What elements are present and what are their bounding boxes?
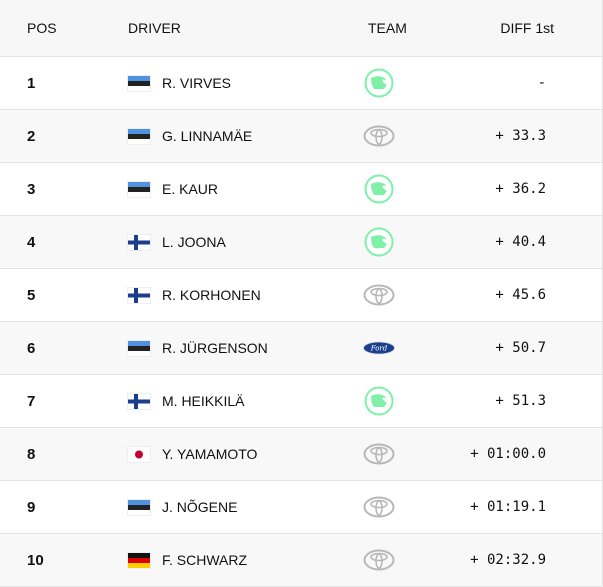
diff-time: + 02:32.9 xyxy=(470,552,546,568)
driver-name[interactable]: R. JÜRGENSON xyxy=(162,340,268,356)
driver-name[interactable]: L. JOONA xyxy=(162,234,226,250)
table-row[interactable]: 6 R. JÜRGENSON Ford + 50.7 xyxy=(0,322,602,375)
flag-fi-icon xyxy=(128,287,150,303)
table-row[interactable]: 8 Y. YAMAMOTO + 01:00.0 xyxy=(0,428,602,481)
flag-jp-icon xyxy=(128,446,150,462)
flag-ee-icon xyxy=(128,128,150,144)
table-row[interactable]: 2 G. LINNAMÄE + 33.3 xyxy=(0,110,602,163)
table-row[interactable]: 7 M. HEIKKILÄ + 51.3 xyxy=(0,375,602,428)
skoda-logo-icon xyxy=(363,68,395,98)
ford-logo-icon: Ford xyxy=(363,341,395,355)
skoda-logo-icon xyxy=(363,227,395,257)
table-row[interactable]: 3 E. KAUR + 36.2 xyxy=(0,163,602,216)
driver-cell: R. VIRVES xyxy=(128,75,231,91)
diff-time: + 01:00.0 xyxy=(470,446,546,462)
table-row[interactable]: 5 R. KORHONEN + 45.6 xyxy=(0,269,602,322)
driver-cell: J. NÕGENE xyxy=(128,499,237,515)
driver-name[interactable]: Y. YAMAMOTO xyxy=(162,446,258,462)
svg-text:Ford: Ford xyxy=(370,345,388,353)
table-row[interactable]: 1 R. VIRVES - xyxy=(0,57,602,110)
flag-ee-icon xyxy=(128,181,150,197)
diff-time: + 36.2 xyxy=(495,181,546,197)
skoda-logo-icon xyxy=(363,174,395,204)
diff-time: + 50.7 xyxy=(495,340,546,356)
position: 4 xyxy=(27,233,36,251)
driver-name[interactable]: R. KORHONEN xyxy=(162,287,261,303)
flag-de-icon xyxy=(128,552,150,568)
flag-fi-icon xyxy=(128,234,150,250)
driver-cell: E. KAUR xyxy=(128,181,218,197)
driver-name[interactable]: G. LINNAMÄE xyxy=(162,128,253,144)
skoda-logo-icon xyxy=(363,386,395,416)
header-diff[interactable]: DIFF 1st xyxy=(500,20,554,36)
driver-name[interactable]: R. VIRVES xyxy=(162,75,231,91)
position: 10 xyxy=(27,551,44,569)
table-row[interactable]: 10 F. SCHWARZ + 02:32.9 xyxy=(0,534,602,587)
position: 9 xyxy=(27,498,36,516)
table-row[interactable]: 9 J. NÕGENE + 01:19.1 xyxy=(0,481,602,534)
driver-cell: L. JOONA xyxy=(128,234,226,250)
toyota-logo-icon xyxy=(363,443,395,465)
header-team[interactable]: TEAM xyxy=(368,20,407,36)
diff-time: - xyxy=(537,75,546,91)
diff-time: + 45.6 xyxy=(495,287,546,303)
toyota-logo-icon xyxy=(363,549,395,571)
header-pos[interactable]: POS xyxy=(27,20,57,36)
toyota-logo-icon xyxy=(363,496,395,518)
flag-ee-icon xyxy=(128,499,150,515)
driver-cell: R. JÜRGENSON xyxy=(128,340,268,356)
driver-cell: G. LINNAMÄE xyxy=(128,128,252,144)
position: 6 xyxy=(27,339,36,357)
position: 1 xyxy=(27,74,36,92)
driver-name[interactable]: F. SCHWARZ xyxy=(162,552,248,568)
driver-cell: M. HEIKKILÄ xyxy=(128,393,244,409)
driver-cell: F. SCHWARZ xyxy=(128,552,247,568)
flag-fi-icon xyxy=(128,393,150,409)
position: 5 xyxy=(27,286,36,304)
driver-cell: Y. YAMAMOTO xyxy=(128,446,257,462)
diff-time: + 40.4 xyxy=(495,234,546,250)
flag-ee-icon xyxy=(128,75,150,91)
position: 8 xyxy=(27,445,36,463)
driver-name[interactable]: E. KAUR xyxy=(162,181,219,197)
position: 3 xyxy=(27,180,36,198)
toyota-logo-icon xyxy=(363,125,395,147)
diff-time: + 33.3 xyxy=(495,128,546,144)
toyota-logo-icon xyxy=(363,284,395,306)
table-header: POS DRIVER TEAM DIFF 1st xyxy=(0,0,602,57)
driver-name[interactable]: M. HEIKKILÄ xyxy=(162,393,245,409)
position: 2 xyxy=(27,127,36,145)
flag-ee-icon xyxy=(128,340,150,356)
position: 7 xyxy=(27,392,36,410)
header-driver[interactable]: DRIVER xyxy=(128,20,181,36)
diff-time: + 01:19.1 xyxy=(470,499,546,515)
driver-name[interactable]: J. NÕGENE xyxy=(162,499,238,515)
driver-cell: R. KORHONEN xyxy=(128,287,261,303)
diff-time: + 51.3 xyxy=(495,393,546,409)
table-row[interactable]: 4 L. JOONA + 40.4 xyxy=(0,216,602,269)
